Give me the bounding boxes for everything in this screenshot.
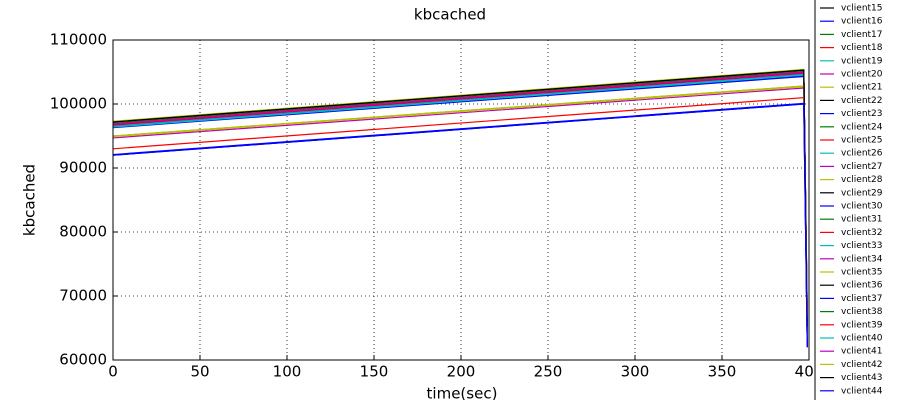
legend-label: vclient30 [841,202,883,212]
x-tick-label: 250 [534,363,563,381]
y-tick-label: 110000 [50,31,107,49]
legend-label: vclient24 [841,122,883,132]
y-tick-label: 100000 [50,95,107,113]
legend-label: vclient15 [841,4,883,14]
x-axis-label: time(sec) [427,385,498,400]
legend-label: vclient16 [841,17,883,27]
legend-label: vclient31 [841,215,883,225]
data-line [112,103,808,346]
legend-label: vclient44 [841,386,883,396]
y-tick-label: 90000 [59,159,107,177]
legend-label: vclient38 [841,307,883,317]
x-tick-label: 0 [108,363,118,381]
legend-label: vclient34 [841,254,883,264]
x-tick-label: 150 [360,363,389,381]
x-tick-label: 300 [621,363,650,381]
legend-label: vclient29 [841,188,883,198]
y-axis-label: kbcached [21,164,39,236]
x-tick-label: 100 [273,363,302,381]
x-tick-label: 350 [708,363,737,381]
chart-title: kbcached [414,6,486,24]
legend-label: vclient25 [841,136,883,146]
legend-label: vclient18 [841,43,883,53]
legend-label: vclient39 [841,320,883,330]
legend-label: vclient22 [841,96,883,106]
legend-label: vclient32 [841,228,883,238]
legend-label: vclient33 [841,241,883,251]
legend-label: vclient21 [841,83,883,93]
legend-label: vclient41 [841,347,883,357]
x-tick-label: 200 [447,363,476,381]
plot-frame [112,39,810,361]
y-tick-label: 60000 [59,351,107,369]
y-tick-label: 70000 [59,287,107,305]
legend-box [814,0,900,400]
legend-label: vclient26 [841,149,883,159]
legend-label: vclient27 [841,162,883,172]
legend-label: vclient20 [841,70,883,80]
legend-label: vclient42 [841,360,883,370]
legend-label: vclient40 [841,334,883,344]
legend-label: vclient36 [841,281,883,291]
legend-label: vclient17 [841,30,883,40]
y-tick-label: 80000 [59,223,107,241]
legend-label: vclient19 [841,56,883,66]
legend-label: vclient28 [841,175,883,185]
legend-label: vclient35 [841,268,883,278]
legend-label: vclient37 [841,294,883,304]
legend-label: vclient23 [841,109,883,119]
legend-label: vclient43 [841,373,883,383]
x-tick-label: 50 [190,363,209,381]
